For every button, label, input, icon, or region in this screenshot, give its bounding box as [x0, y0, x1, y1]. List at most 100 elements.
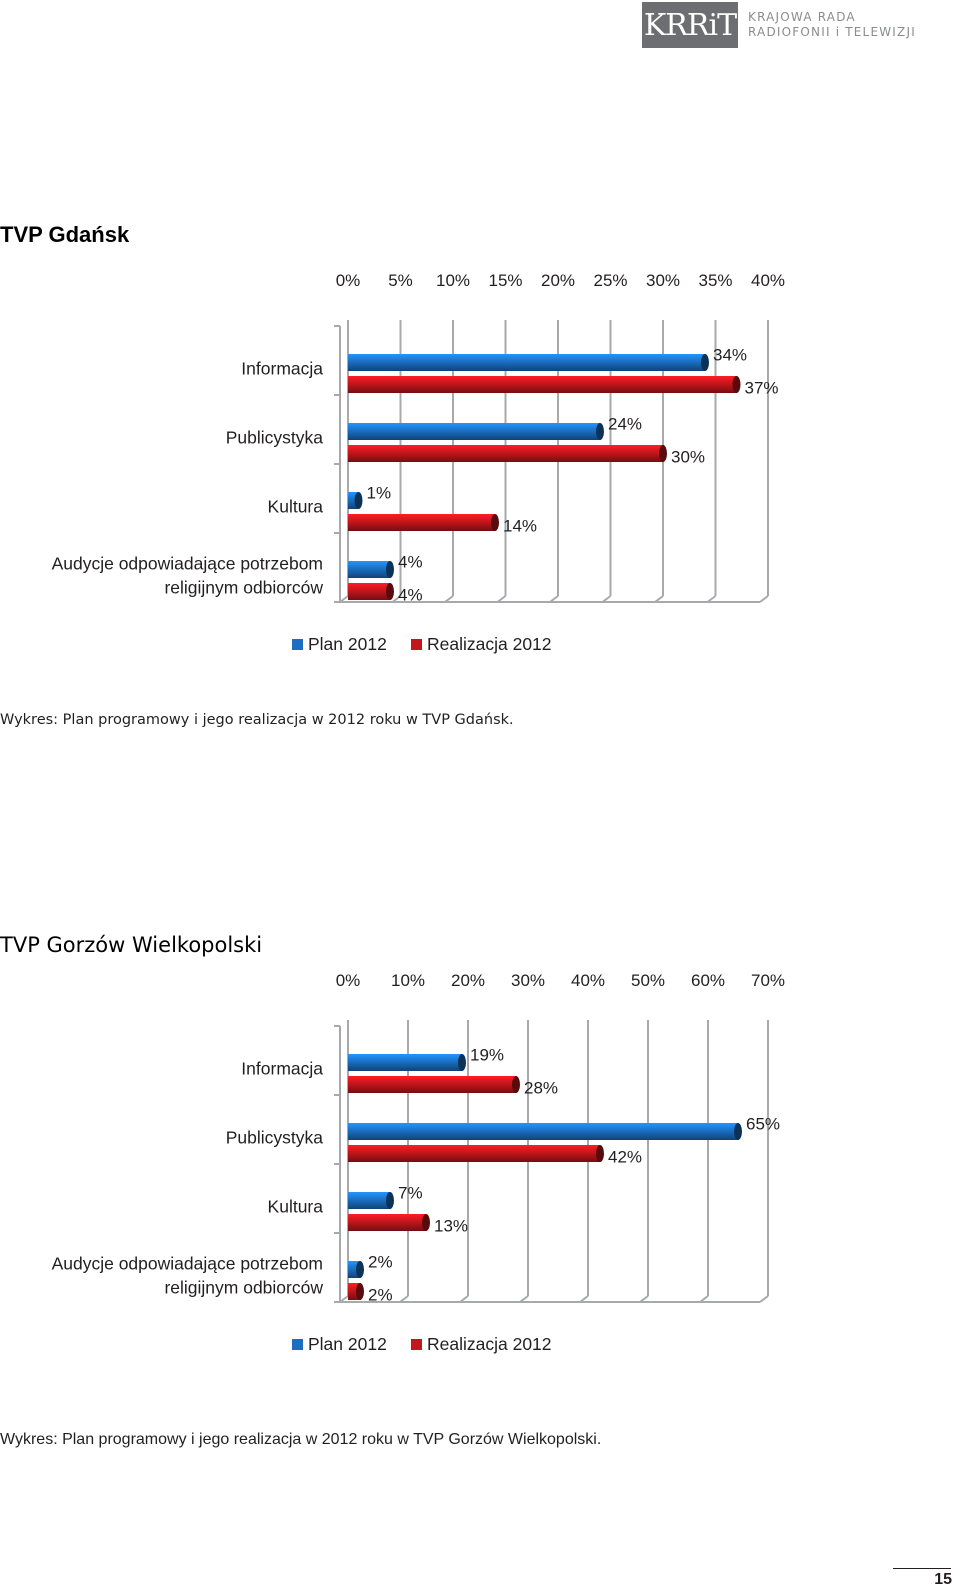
krrit-logo: KRRiT — [642, 2, 738, 48]
chart1-data-label: 14% — [503, 517, 537, 536]
chart1-bar-body — [348, 376, 737, 393]
chart2-bar-body — [348, 1076, 516, 1093]
chart2-bar-end-cap — [734, 1123, 742, 1140]
chart2-bar-body — [348, 1192, 390, 1209]
chart2-category-label: Publicystyka — [226, 1128, 324, 1148]
chart1-bar-body — [348, 514, 495, 531]
chart1-bar-end-cap — [659, 445, 667, 462]
chart1-data-label: 4% — [398, 553, 423, 572]
chart1-bar-body — [348, 492, 359, 509]
chart2-legend-swatch — [292, 1339, 303, 1350]
chart2-bar-realizacja — [348, 1145, 604, 1162]
chart-tvp-gorzow: 0% 10% 20% 30% 40% 50% 60% 70% 19% 28% Informacja 6… — [52, 971, 785, 1354]
chart2-legend-label: Realizacja 2012 — [427, 1334, 552, 1354]
chart2-category-label: Audycje odpowiadające potrzebom — [52, 1254, 323, 1274]
organization-name: KRAJOWA RADA RADIOFONII i TELEWIZJI — [748, 10, 916, 40]
chart1-bar-end-cap — [354, 492, 363, 509]
chart1-bar-end-cap — [386, 583, 394, 600]
chart1-bar-realizacja — [348, 514, 499, 531]
chart1-bar-plan — [348, 561, 394, 578]
organization-name-line1: KRAJOWA RADA — [748, 10, 856, 24]
chart2-bar-realizacja — [348, 1076, 520, 1093]
chart2-data-label: 28% — [524, 1079, 558, 1098]
chart2-data-label: 2% — [368, 1253, 393, 1272]
chart2-bar-end-cap — [512, 1076, 520, 1093]
chart1-bar-body — [348, 445, 663, 462]
chart2-bar-end-cap — [386, 1192, 394, 1209]
chart2-caption: Wykres: Plan programowy i jego realizacj… — [0, 1431, 602, 1448]
chart1-tick-label: 40% — [751, 271, 785, 290]
chart2-category-label: Informacja — [241, 1059, 323, 1079]
chart2-data-label: 7% — [398, 1184, 423, 1203]
chart2-bar-plan — [348, 1261, 364, 1278]
chart2-data-label: 65% — [746, 1115, 780, 1134]
chart2-bar-end-cap — [356, 1283, 364, 1300]
chart2-category-label: Kultura — [268, 1197, 324, 1217]
chart1-bar-plan — [348, 423, 604, 440]
chart-tvp-gdansk: 0% 5% 10% 15% 20% 25% 30% 35% 40% 34% 37% Informacj… — [52, 271, 785, 654]
chart2-bar-end-cap — [596, 1145, 604, 1162]
chart1-tick-label: 10% — [436, 271, 470, 290]
chart2-bar-end-cap — [422, 1214, 430, 1231]
chart2-bar-plan — [348, 1192, 394, 1209]
chart1-bar-end-cap — [491, 514, 499, 531]
chart2-bar-realizacja — [348, 1283, 364, 1300]
chart2-bar-body — [348, 1214, 426, 1231]
chart2-bar-body — [348, 1145, 600, 1162]
chart2-data-label: 13% — [434, 1217, 468, 1236]
chart1-bar-plan — [348, 492, 363, 509]
chart2-bar-plan — [348, 1123, 742, 1140]
chart2-category-label: religijnym odbiorców — [164, 1278, 323, 1298]
chart1-tick-label: 15% — [488, 271, 522, 290]
chart1-section-title: TVP Gdańsk — [0, 222, 130, 247]
chart1-category-label: Informacja — [241, 359, 323, 379]
chart1-data-label: 1% — [367, 484, 392, 503]
chart2-bar-realizacja — [348, 1214, 430, 1231]
chart1-tick-label: 35% — [698, 271, 732, 290]
chart1-legend-swatch — [411, 639, 422, 650]
chart1-bar-body — [348, 583, 390, 600]
chart2-bar-end-cap — [356, 1261, 364, 1278]
chart1-bar-body — [348, 354, 705, 371]
chart2-tick-label: 60% — [691, 971, 725, 990]
chart1-tick-label: 20% — [541, 271, 575, 290]
chart2-tick-label: 50% — [631, 971, 665, 990]
chart1-legend-label: Plan 2012 — [308, 634, 387, 654]
chart2-bar-plan — [348, 1054, 466, 1071]
chart2-data-label: 42% — [608, 1148, 642, 1167]
organization-name-line2: RADIOFONII i TELEWIZJI — [748, 25, 916, 39]
page-number: 15 — [934, 1571, 952, 1588]
chart1-data-label: 37% — [745, 379, 779, 398]
chart2-tick-label: 40% — [571, 971, 605, 990]
chart1-data-label: 34% — [713, 346, 747, 365]
chart1-tick-label: 25% — [593, 271, 627, 290]
chart2-bar-body — [348, 1123, 738, 1140]
chart1-tick-label: 30% — [646, 271, 680, 290]
chart2-data-label: 19% — [470, 1046, 504, 1065]
chart1-legend-swatch — [292, 639, 303, 650]
chart1-tick-label: 0% — [336, 271, 361, 290]
chart1-data-label: 4% — [398, 586, 423, 605]
chart1-category-label: Publicystyka — [226, 428, 324, 448]
chart2-tick-label: 30% — [511, 971, 545, 990]
chart1-caption: Wykres: Plan programowy i jego realizacj… — [0, 712, 514, 728]
chart1-data-label: 24% — [608, 415, 642, 434]
chart1-bar-plan — [348, 354, 709, 371]
chart1-bar-realizacja — [348, 583, 394, 600]
chart2-bar-end-cap — [458, 1054, 466, 1071]
page-number-rule — [893, 1568, 951, 1569]
chart1-bar-end-cap — [701, 354, 709, 371]
chart1-bar-end-cap — [386, 561, 394, 578]
chart2-gridline-floor — [759, 1295, 769, 1303]
chart1-bar-body — [348, 423, 600, 440]
chart1-legend-label: Realizacja 2012 — [427, 634, 552, 654]
chart1-bar-realizacja — [348, 376, 741, 393]
chart2-tick-label: 70% — [751, 971, 785, 990]
chart1-category-label: religijnym odbiorców — [164, 578, 323, 598]
chart1-bar-body — [348, 561, 390, 578]
chart2-tick-label: 0% — [336, 971, 361, 990]
chart2-data-label: 2% — [368, 1286, 393, 1305]
chart1-bar-end-cap — [732, 376, 741, 393]
chart1-bar-realizacja — [348, 445, 667, 462]
chart2-legend-label: Plan 2012 — [308, 1334, 387, 1354]
